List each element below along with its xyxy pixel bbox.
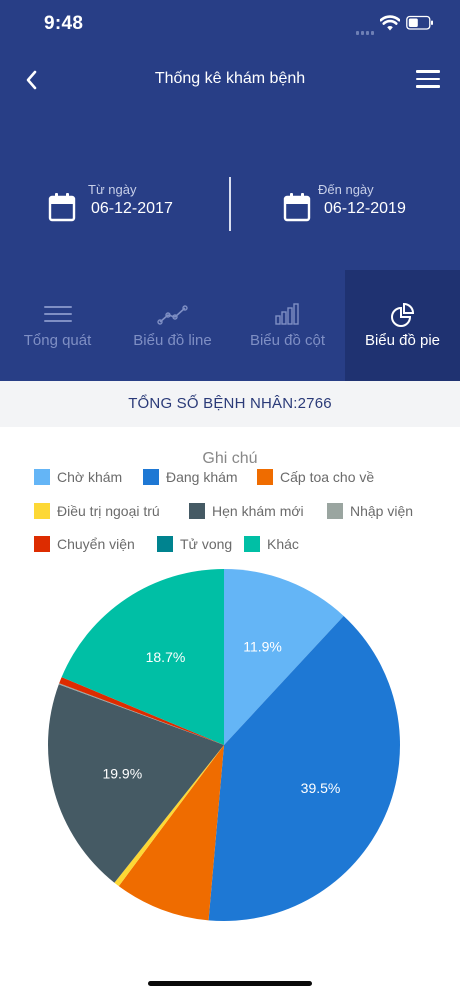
pie-slice-label: 19.9% [102, 766, 142, 782]
legend-item: Cấp toa cho về [257, 469, 374, 485]
date-to-label: Đến ngày [318, 182, 374, 197]
legend-label: Chuyển viện [57, 536, 135, 552]
total-patients-banner: TỔNG SỐ BỆNH NHÂN:2766 [0, 381, 460, 427]
legend-label: Đang khám [166, 469, 238, 485]
legend-item: Điều trị ngoại trú [34, 503, 160, 519]
legend-swatch [257, 469, 273, 485]
signal-icon [356, 22, 376, 40]
legend-title: Ghi chú [202, 450, 258, 467]
page-title: Thống kê khám bệnh [154, 70, 306, 87]
tab-overview[interactable]: Tổng quát [0, 270, 115, 381]
legend-label: Tử vong [180, 536, 233, 552]
legend-swatch [34, 536, 50, 552]
list-lines-icon [43, 306, 72, 322]
legend-label: Hẹn khám mới [212, 503, 304, 519]
legend-item: Chuyển viện [34, 536, 135, 552]
date-divider [229, 177, 231, 231]
chart-tabs: Tổng quát Biểu đồ line [0, 270, 460, 381]
tab-label: Biểu đồ cột [249, 332, 326, 349]
legend-item: Đang khám [143, 469, 238, 485]
date-from-label: Từ ngày [88, 182, 137, 197]
tab-label: Biểu đồ line [133, 332, 212, 349]
legend-swatch [157, 536, 173, 552]
pie-slice [58, 683, 225, 745]
date-from-picker[interactable]: Từ ngày 06-12-2017 [48, 180, 208, 230]
legend-label: Nhập viện [350, 503, 414, 519]
status-bar: 9:48 [0, 0, 460, 50]
legend-label: Cấp toa cho về [280, 469, 375, 485]
home-indicator [148, 981, 312, 986]
date-to-picker[interactable]: Đến ngày 06-12-2019 [283, 180, 443, 230]
back-arrow-icon[interactable] [20, 66, 44, 94]
pie-slice [61, 569, 225, 745]
pie-slice-label: 39.5% [301, 780, 341, 796]
pie-slice [59, 677, 224, 745]
hamburger-menu-icon[interactable] [416, 70, 440, 90]
pie-chart-icon [390, 302, 414, 327]
tab-line-chart[interactable]: Biểu đồ line [115, 270, 230, 381]
legend-label: Khác [267, 536, 299, 552]
battery-icon [406, 15, 433, 30]
legend-item: Nhập viện [327, 503, 413, 519]
date-from-value: 06-12-2017 [91, 200, 173, 217]
legend-swatch [327, 503, 343, 519]
legend-item: Chờ khám [34, 469, 122, 485]
pie-slice [224, 569, 344, 745]
tab-label: Biểu đồ pie [364, 332, 441, 349]
pie-slice [47, 684, 224, 883]
line-chart-icon [156, 305, 188, 325]
legend-label: Chờ khám [57, 469, 123, 485]
status-time: 9:48 [44, 13, 84, 34]
date-to-value: 06-12-2019 [324, 200, 406, 217]
calendar-icon [283, 193, 311, 222]
pie-slice [118, 745, 224, 921]
legend-swatch [34, 469, 50, 485]
pie-chart-svg: 11.9% 39.5% 19.9% 18.7% [47, 569, 400, 921]
legend-swatch [143, 469, 159, 485]
tab-bar-chart[interactable]: Biểu đồ cột [230, 270, 345, 381]
legend-item: Khác [244, 536, 299, 552]
calendar-icon [48, 193, 76, 222]
bar-chart-icon [274, 303, 299, 325]
legend-label: Điều trị ngoại trú [57, 503, 160, 519]
tab-label: Tổng quát [23, 332, 92, 349]
pie-slice [114, 745, 224, 887]
legend-swatch [189, 503, 205, 519]
nav-bar: Thống kê khám bệnh [0, 52, 460, 108]
pie-slice [208, 615, 400, 921]
pie-slice-label: 18.7% [146, 649, 186, 665]
pie-slice-label: 11.9% [243, 639, 282, 655]
wifi-icon [380, 15, 400, 31]
tab-pie-chart[interactable]: Biểu đồ pie [345, 270, 460, 381]
legend-item: Tử vong [157, 536, 232, 552]
legend-swatch [34, 503, 50, 519]
header: 9:48 Thống kê khám bệnh Từ ngày 06-12-20… [0, 0, 460, 381]
pie-chart: 11.9% 39.5% 19.9% 18.7% [0, 560, 460, 940]
legend-item: Hẹn khám mới [189, 503, 304, 519]
legend-swatch [244, 536, 260, 552]
